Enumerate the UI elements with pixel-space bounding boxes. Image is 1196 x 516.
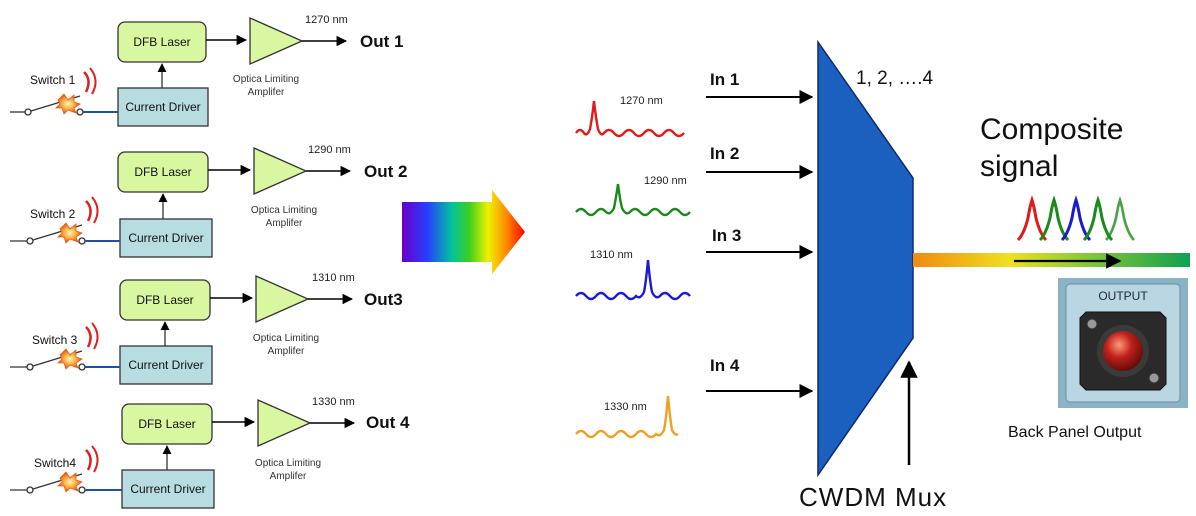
input-arrows: In 1 In 2 In 3 In 4 <box>706 70 812 391</box>
mux-label: CWDM Mux <box>799 482 947 511</box>
amp-label-line1: Optica Limiting <box>255 458 321 469</box>
spectrum-arrow-icon <box>402 190 525 274</box>
in-3-label: In 3 <box>712 226 741 245</box>
amplifier-triangle <box>250 18 302 64</box>
dfb-laser-label: DFB Laser <box>138 417 195 431</box>
spectrum-2-curve <box>576 184 690 215</box>
amp-label-line2: Amplifer <box>248 87 285 98</box>
composite-peaks <box>1018 200 1134 240</box>
amplifier-triangle <box>256 276 308 322</box>
spectrum-1-label: 1270 nm <box>620 95 663 107</box>
spectrum-4-label: 1330 nm <box>604 401 647 413</box>
switch-label: Switch4 <box>34 456 76 470</box>
spectrum-2-label: 1290 nm <box>644 175 687 187</box>
transmitter-channels: DFB Laser Current Driver 1270 nm Out 1 O… <box>10 14 410 508</box>
dfb-laser-label: DFB Laser <box>133 35 190 49</box>
switch-label: Switch 1 <box>30 73 76 87</box>
current-driver-label: Current Driver <box>128 358 203 372</box>
input-spectra: 1270 nm 1290 nm 1310 nm 1330 nm <box>576 95 690 437</box>
out-label: Out 1 <box>360 32 403 51</box>
channel-4: DFB Laser Current Driver 1330 nm Out 4 O… <box>10 396 410 508</box>
switch-label: Switch 2 <box>30 207 76 221</box>
channel-2: DFB Laser Current Driver 1290 nm Out 2 O… <box>10 144 407 257</box>
composite-title-line1: Composite <box>980 113 1123 146</box>
spectrum-3-curve <box>576 260 690 299</box>
spectrum-3-label: 1310 nm <box>590 249 633 261</box>
amp-label-line1: Optica Limiting <box>253 333 319 344</box>
out-label: Out 2 <box>364 162 407 181</box>
amp-label-line2: Amplifer <box>266 218 303 229</box>
channel-3: DFB Laser Current Driver 1310 nm Out3 Op… <box>10 272 403 384</box>
amplifier-triangle <box>254 148 306 194</box>
in-1-label: In 1 <box>710 70 739 89</box>
switch-label: Switch 3 <box>32 333 78 347</box>
composite-title-line2: signal <box>980 150 1058 183</box>
dfb-laser-label: DFB Laser <box>134 165 191 179</box>
in-4-label: In 4 <box>710 356 740 375</box>
current-driver-label: Current Driver <box>125 100 200 114</box>
wavelength-label: 1330 nm <box>312 396 355 408</box>
output-connector-knob <box>1103 331 1143 371</box>
wavelength-label: 1310 nm <box>312 272 355 284</box>
current-driver-label: Current Driver <box>130 482 205 496</box>
cwdm-mux-block <box>818 42 913 475</box>
mux-channels-label: 1, 2, ….4 <box>856 68 934 89</box>
out-label: Out 4 <box>366 413 410 432</box>
in-2-label: In 2 <box>710 144 739 163</box>
channel-1: DFB Laser Current Driver 1270 nm Out 1 O… <box>10 14 403 126</box>
amp-label-line1: Optica Limiting <box>233 74 299 85</box>
wavelength-label: 1290 nm <box>308 144 351 156</box>
dfb-laser-label: DFB Laser <box>136 293 193 307</box>
current-driver-label: Current Driver <box>128 231 203 245</box>
out-label: Out3 <box>364 290 403 309</box>
panel-output-label: OUTPUT <box>1098 289 1148 303</box>
wavelength-label: 1270 nm <box>305 14 348 26</box>
amp-label-line2: Amplifer <box>270 471 307 482</box>
amplifier-triangle <box>258 400 310 446</box>
back-panel-output: OUTPUT Back Panel Output <box>1008 278 1188 441</box>
amp-label-line2: Amplifer <box>268 346 305 357</box>
amp-label-line1: Optica Limiting <box>251 205 317 216</box>
back-panel-caption: Back Panel Output <box>1008 424 1142 441</box>
